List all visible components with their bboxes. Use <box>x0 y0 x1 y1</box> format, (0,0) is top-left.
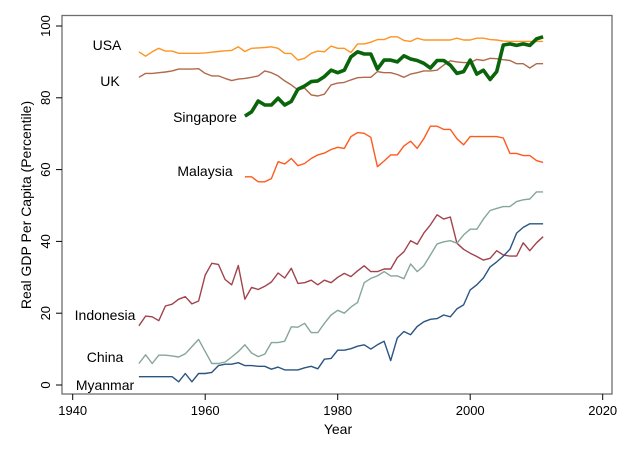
series-label-usa: USA <box>93 37 122 53</box>
series-label-malaysia: Malaysia <box>177 163 232 179</box>
y-tick-label: 40 <box>38 234 53 248</box>
series-label-myanmar: Myanmar <box>76 377 135 393</box>
series-labels: USA UK Singapore Malaysia Indonesia China Myan… <box>75 37 237 393</box>
series-label-uk: UK <box>100 73 120 89</box>
x-tick-label: 1980 <box>323 403 352 418</box>
series-label-china: China <box>87 349 124 365</box>
series-label-singapore: Singapore <box>173 109 237 125</box>
series-line-myanmar <box>138 223 544 383</box>
series-lines <box>138 35 544 383</box>
y-tick-label: 80 <box>38 91 53 105</box>
axes: 1940 1960 1980 2000 2020 0 20 40 60 80 100 <box>38 15 617 418</box>
y-axis-title: Real GDP Per Capita (Percentile) <box>18 101 34 309</box>
series-label-indonesia: Indonesia <box>75 307 136 323</box>
series-line-uk <box>138 57 544 97</box>
y-tick-label: 100 <box>38 15 53 37</box>
x-tick-label: 1940 <box>58 403 87 418</box>
series-line-indonesia <box>138 214 544 327</box>
series-line-china <box>138 191 544 365</box>
plot-frame <box>61 14 613 395</box>
y-tick-label: 60 <box>38 162 53 176</box>
series-line-usa <box>138 36 544 61</box>
series-line-malaysia <box>244 125 544 183</box>
x-tick-label: 1960 <box>191 403 220 418</box>
x-tick-label: 2020 <box>588 403 617 418</box>
y-tick-label: 0 <box>38 381 53 388</box>
series-line-singapore <box>243 35 544 118</box>
x-axis-title: Year <box>324 421 353 437</box>
x-tick-label: 2000 <box>456 403 485 418</box>
y-tick-label: 20 <box>38 306 53 320</box>
